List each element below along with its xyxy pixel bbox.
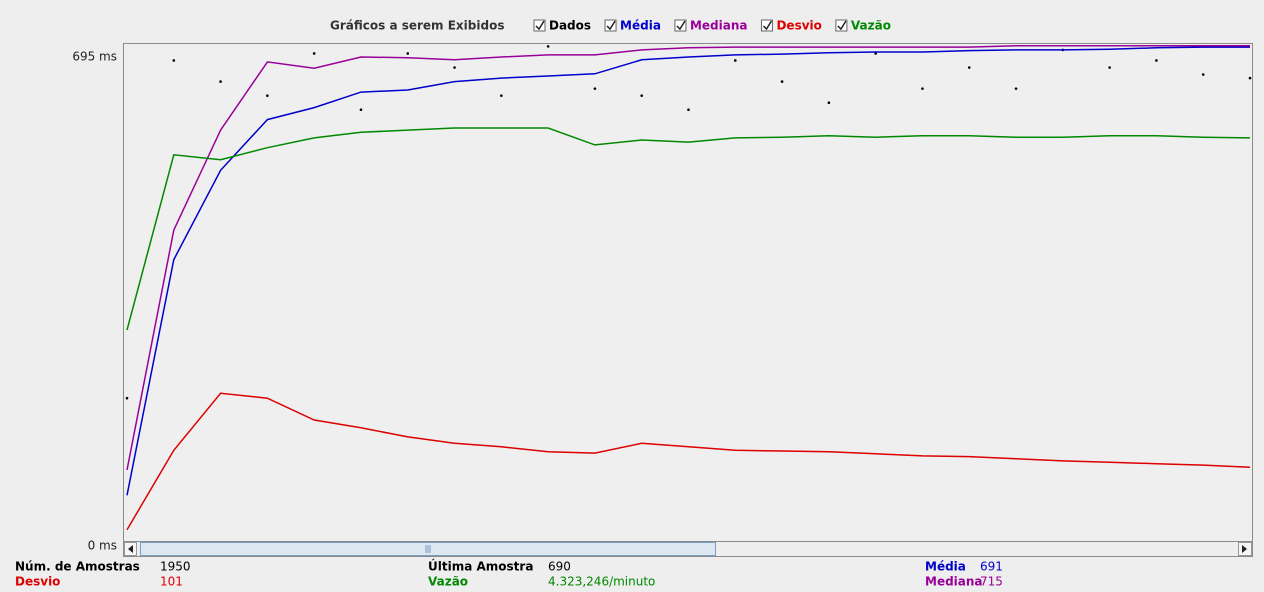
series-line xyxy=(126,392,1251,531)
data-point xyxy=(266,94,269,97)
data-point xyxy=(312,52,316,55)
data-point xyxy=(500,94,503,97)
y-tick-label: 0 ms xyxy=(88,539,117,553)
check-mark xyxy=(606,20,616,31)
legend-label: Média xyxy=(620,19,661,33)
stat-value: 1950 xyxy=(160,560,191,574)
arrow xyxy=(1242,545,1247,553)
data-point xyxy=(593,87,597,90)
data-point xyxy=(733,59,737,62)
series-line xyxy=(126,46,1250,496)
stat-label: Vazão xyxy=(428,575,468,589)
scrollbar[interactable] xyxy=(123,541,1253,557)
stat-label: Última Amostra xyxy=(428,559,533,574)
check-mark xyxy=(762,20,773,31)
data-point xyxy=(1155,59,1158,62)
data-point xyxy=(640,94,644,97)
data-point xyxy=(1108,66,1111,69)
legend-checkbox[interactable] xyxy=(760,19,773,32)
data-point xyxy=(359,108,363,112)
arrow xyxy=(128,545,133,553)
data-point xyxy=(125,396,129,400)
data-point xyxy=(921,87,924,90)
data-point xyxy=(1248,76,1252,80)
data-point xyxy=(780,80,784,83)
stat-value: 690 xyxy=(548,560,571,574)
stat-label: Mediana xyxy=(925,575,983,589)
series-line xyxy=(126,127,1251,331)
stat-label: Média xyxy=(925,560,966,574)
data-point xyxy=(967,66,971,69)
check-mark xyxy=(676,20,686,31)
data-point xyxy=(687,108,690,112)
data-point xyxy=(1014,87,1018,90)
data-point xyxy=(172,59,176,62)
stat-value: 715 xyxy=(980,575,1003,589)
legend-checkbox[interactable] xyxy=(533,19,546,32)
legend-label: Vazão xyxy=(851,19,891,33)
data-point xyxy=(827,101,831,104)
legend-label: Mediana xyxy=(690,19,748,33)
stat-value: 4.323,246/minuto xyxy=(548,575,655,589)
data-point xyxy=(1201,73,1205,76)
data-point xyxy=(546,45,550,48)
legend-checkbox[interactable] xyxy=(604,19,617,32)
check-mark xyxy=(837,20,847,31)
grip xyxy=(425,545,431,553)
data-point xyxy=(453,66,456,69)
stat-value: 691 xyxy=(980,560,1003,574)
legend-title: Gráficos a serem Exibidos xyxy=(330,19,504,33)
legend-checkbox[interactable] xyxy=(674,19,687,32)
legend-checkbox[interactable] xyxy=(835,19,848,32)
legend-label: Dados xyxy=(549,19,591,33)
data-point xyxy=(874,52,877,55)
stat-value: 101 xyxy=(160,575,183,589)
y-tick-label: 695 ms xyxy=(72,49,117,63)
check-mark xyxy=(535,20,545,31)
data-point xyxy=(406,52,410,55)
stat-label: Núm. de Amostras xyxy=(15,560,140,574)
data-point xyxy=(219,80,222,83)
stat-label: Desvio xyxy=(15,575,60,589)
series-line xyxy=(126,44,1250,471)
plot-area xyxy=(123,43,1253,542)
legend-label: Desvio xyxy=(776,19,821,33)
